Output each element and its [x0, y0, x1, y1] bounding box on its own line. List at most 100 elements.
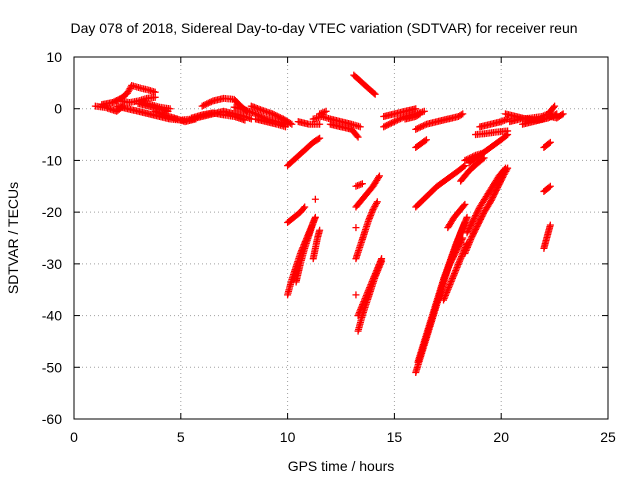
- data-point: [386, 120, 394, 128]
- data-point: [316, 226, 324, 234]
- y-tick-label: -20: [42, 204, 62, 220]
- y-tick-label: -60: [42, 411, 62, 427]
- data-point: [457, 111, 465, 119]
- data-point: [311, 195, 319, 203]
- data-point: [398, 114, 406, 122]
- data-point: [314, 135, 322, 143]
- data-point: [381, 122, 389, 130]
- data-point: [201, 101, 209, 109]
- data-point: [300, 204, 308, 212]
- data-point: [413, 125, 421, 133]
- data-point: [501, 164, 509, 172]
- data-point: [198, 102, 206, 110]
- y-tick-label: -40: [42, 308, 62, 324]
- x-tick-label: 5: [177, 429, 185, 445]
- data-point: [200, 101, 208, 109]
- data-point: [392, 117, 400, 125]
- x-tick-label: 20: [493, 429, 509, 445]
- data-point: [420, 107, 428, 115]
- data-point: [311, 213, 319, 221]
- data-point: [545, 183, 553, 191]
- data-point: [273, 112, 281, 120]
- data-point: [558, 111, 566, 119]
- data-point: [412, 125, 420, 133]
- data-point: [422, 136, 430, 144]
- data-point: [354, 133, 362, 141]
- data-point: [412, 105, 420, 113]
- plot-frame: [73, 56, 609, 420]
- data-point: [322, 107, 330, 115]
- data-point: [370, 89, 378, 97]
- y-tick-label: 0: [54, 101, 62, 117]
- data-point: [416, 110, 424, 118]
- data-point: [419, 122, 427, 130]
- data-point: [272, 111, 280, 119]
- data-point: [371, 90, 379, 98]
- data-point: [372, 199, 380, 207]
- data-point: [309, 218, 317, 226]
- data-point: [418, 122, 426, 130]
- x-tick-label: 15: [387, 429, 403, 445]
- x-tick-label: 10: [280, 429, 296, 445]
- data-point: [384, 121, 392, 129]
- data-point: [461, 200, 469, 208]
- y-tick-label: 10: [46, 49, 62, 65]
- data-point: [276, 114, 284, 122]
- data-point: [166, 105, 174, 113]
- data-point: [551, 102, 559, 110]
- data-point: [286, 119, 294, 127]
- data-point: [269, 110, 277, 118]
- data-point: [415, 124, 423, 132]
- data-point: [387, 119, 395, 127]
- data-point: [460, 202, 468, 210]
- y-axis-label: SDTVAR / TECUs: [5, 182, 21, 294]
- data-point: [546, 138, 554, 146]
- data-point: [353, 132, 361, 140]
- data-point: [270, 111, 278, 119]
- y-tick-label: -10: [42, 152, 62, 168]
- data-point: [546, 221, 554, 229]
- data-point: [358, 180, 366, 188]
- data-point: [421, 137, 429, 145]
- data-point: [421, 121, 429, 129]
- data-point: [460, 163, 468, 171]
- chart-title: Day 078 of 2018, Sidereal Day-to-day VTE…: [70, 20, 577, 36]
- data-point: [416, 123, 424, 131]
- data-point: [352, 291, 360, 299]
- data-point: [316, 134, 324, 142]
- x-tick-label: 0: [70, 429, 78, 445]
- data-point: [546, 182, 554, 190]
- data-point: [540, 115, 548, 123]
- data-point: [203, 100, 211, 108]
- data-point: [316, 120, 324, 128]
- data-point: [463, 213, 471, 221]
- data-point: [378, 255, 386, 263]
- data-point: [459, 234, 467, 242]
- data-point: [301, 203, 309, 211]
- data-point: [383, 121, 391, 129]
- data-point: [393, 116, 401, 124]
- data-point: [390, 118, 398, 126]
- data-point: [352, 224, 360, 232]
- data-point: [288, 120, 296, 128]
- y-tick-label: -50: [42, 359, 62, 375]
- data-point: [281, 123, 289, 131]
- data-point: [356, 123, 364, 131]
- data-point: [395, 115, 403, 123]
- data-point: [415, 111, 423, 119]
- data-point: [373, 198, 381, 206]
- data-point: [458, 235, 466, 243]
- data-point: [459, 110, 467, 118]
- data-point: [504, 127, 512, 135]
- x-tick-label: 25: [600, 429, 616, 445]
- data-point: [389, 118, 397, 126]
- data-point: [461, 156, 469, 164]
- data-point: [375, 172, 383, 180]
- data-point: [559, 110, 567, 118]
- data-point: [151, 93, 159, 101]
- data-point: [241, 116, 249, 124]
- data-points: [91, 71, 567, 376]
- data-point: [275, 113, 283, 121]
- x-axis-label: GPS time / hours: [288, 458, 395, 474]
